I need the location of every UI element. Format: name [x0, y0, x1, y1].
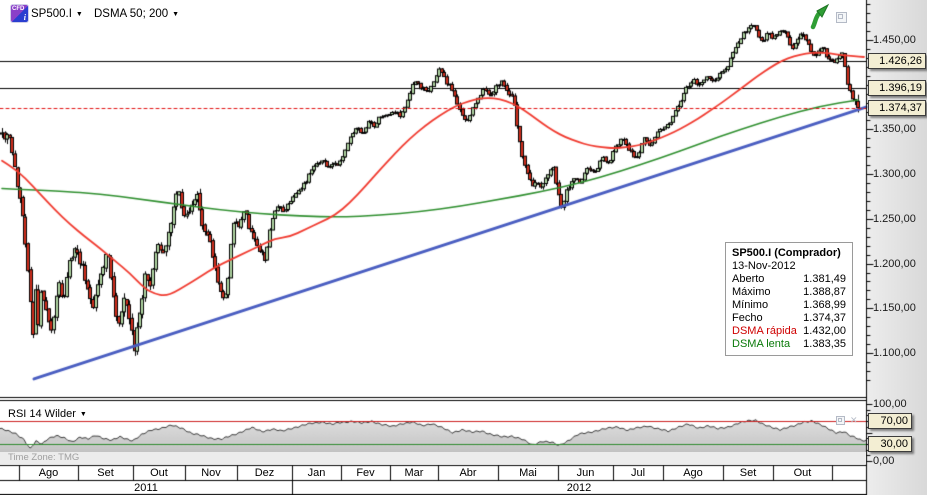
timeline-year-cell: 2011 — [134, 482, 158, 494]
rsi-axis-label: 0,00 — [873, 455, 895, 467]
price-axis-label: 1.450,00 — [873, 34, 916, 46]
tooltip-row-sma-slow: DSMA lenta 1.383,35 — [732, 338, 846, 350]
timeline-year-cell: 2012 — [566, 482, 592, 494]
price-level-badge: 1.396,19 — [868, 80, 926, 97]
arrow-shaft — [810, 11, 821, 30]
timeline-month-cell: Mai — [519, 467, 537, 479]
timeline-month-cell: Ago — [38, 467, 59, 479]
price-level-badge: 1.426,26 — [868, 53, 926, 70]
rsi-close-icon[interactable]: ✕ — [850, 415, 858, 425]
tooltip-row-high: Máximo 1.388,87 — [732, 286, 846, 298]
price-axis-label: 1.150,00 — [873, 302, 916, 315]
price-axis-label: 1.200,00 — [873, 257, 916, 270]
cfd-icon-text: CFD — [12, 6, 25, 12]
timeline-month-cell: Set — [97, 467, 114, 479]
tooltip-row-sma-fast: DSMA rápida 1.432,00 — [732, 325, 846, 337]
tooltip-title: SP500.I (Comprador) — [732, 247, 841, 259]
tooltip-row-low: Mínimo 1.368,99 — [732, 299, 846, 311]
tooltip-row-open: Aberto 1.381,49 — [732, 273, 846, 285]
tooltip-date: 13-Nov-2012 — [732, 260, 796, 272]
indicator-label: DSMA 50; 200 — [94, 8, 169, 20]
price-axis-label: 1.350,00 — [873, 123, 916, 136]
ohlc-tooltip: SP500.I (Comprador) 13-Nov-2012 Aberto 1.… — [725, 242, 853, 356]
timeline-month-cell: Fev — [356, 467, 375, 479]
rsi-axis-label: 100,00 — [873, 398, 907, 410]
timezone-bar: Time Zone: TMG — [0, 452, 866, 464]
timeline-month-cell: Jan — [307, 467, 326, 479]
chevron-down-icon: ▼ — [172, 10, 180, 18]
up-arrow-annotation[interactable] — [806, 3, 832, 30]
price-axis-label: 1.100,00 — [873, 347, 916, 359]
rsi-indicator-dropdown[interactable]: RSI 14 Wilder ▼ — [8, 408, 87, 420]
timeline-month-cell: Mar — [404, 467, 424, 479]
rsi-restore-icon[interactable] — [836, 416, 845, 425]
timeline-month-cell: Out — [150, 467, 168, 479]
rsi-level-badge: 70,00 — [868, 413, 912, 430]
chevron-down-icon: ▼ — [79, 410, 87, 418]
timeline-month-cell: Nov — [201, 467, 221, 479]
timeline-month-cell: Set — [739, 467, 757, 479]
timeline-month-cell: Jun — [576, 467, 595, 479]
price-level-badge: 1.374,37 — [868, 99, 926, 116]
cfd-icon-i: i — [23, 13, 26, 22]
tooltip-row-close: Fecho 1.374,37 — [732, 312, 846, 324]
timeline-month-cell: Jul — [630, 467, 646, 479]
rsi-indicator-label: RSI 14 Wilder — [8, 408, 76, 420]
timeline-month-cell: Dez — [254, 467, 275, 479]
rsi-level-badge: 30,00 — [868, 435, 912, 452]
cfd-instrument-icon: CFD i — [11, 5, 28, 22]
timeline-month-cell: Abr — [459, 467, 477, 479]
price-axis-label: 1.300,00 — [873, 168, 916, 181]
chevron-down-icon: ▼ — [75, 10, 83, 18]
timeline-month-cell — [832, 466, 866, 480]
timeline-month-cell: Ago — [683, 467, 703, 479]
timeline-month-cell: Out — [793, 467, 812, 479]
timezone-label: Time Zone: TMG — [8, 452, 80, 463]
instrument-label: SP500.I — [31, 8, 72, 20]
restore-window-icon[interactable] — [836, 12, 847, 23]
instrument-dropdown[interactable]: SP500.I ▼ — [31, 8, 83, 20]
arrow-head — [816, 3, 830, 18]
indicator-dropdown[interactable]: DSMA 50; 200 ▼ — [94, 8, 179, 20]
price-axis-label: 1.250,00 — [873, 212, 916, 225]
timeline-month-cell — [0, 466, 19, 480]
